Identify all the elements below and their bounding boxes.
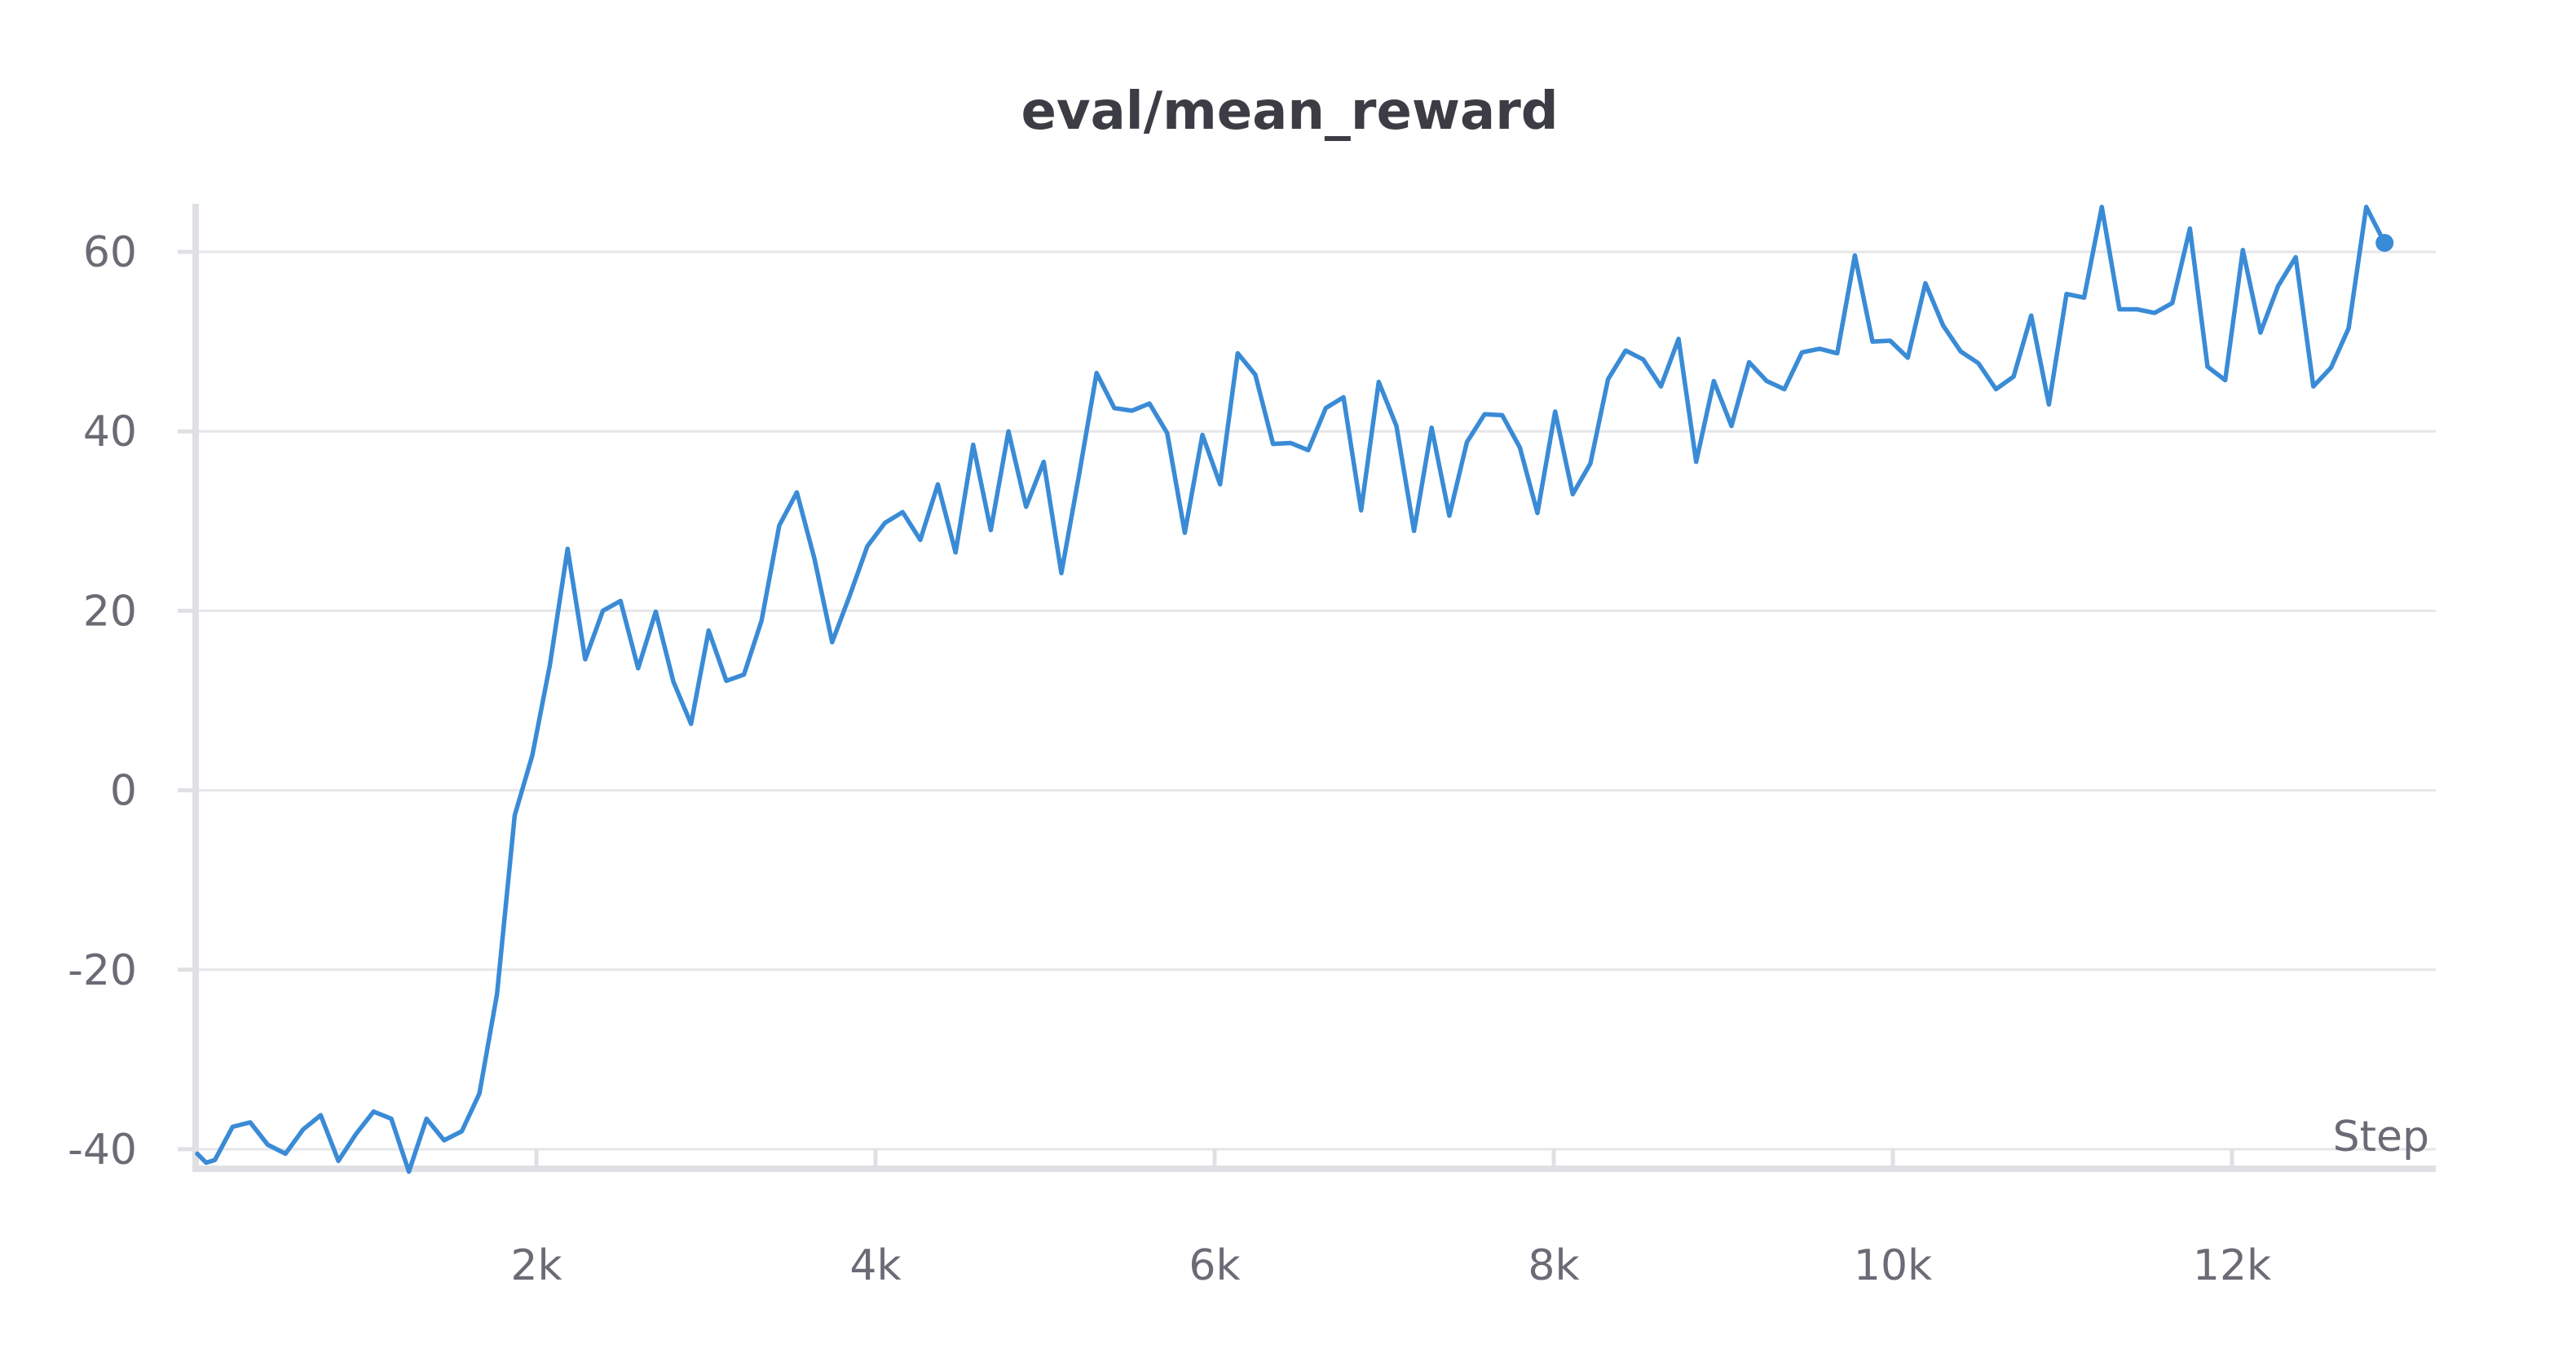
series-layer	[195, 205, 2394, 1175]
axes	[178, 204, 2436, 1172]
y-tick-label: -20	[68, 946, 137, 995]
y-tick-label: -40	[68, 1126, 137, 1175]
tick-labels: 60 40 20 0 -20 -40 2k 4k 6k 8k 10k 12k	[68, 228, 2271, 1290]
last-point-marker	[2375, 233, 2394, 252]
x-tick-label: 8k	[1528, 1241, 1579, 1290]
x-axis-title: Step	[2333, 1113, 2429, 1161]
series-line	[195, 205, 2387, 1175]
x-tick-label: 12k	[2193, 1241, 2271, 1290]
gridlines	[183, 250, 2436, 1151]
x-tick-label: 6k	[1189, 1241, 1240, 1290]
x-tick-label: 4k	[849, 1241, 901, 1290]
x-tick-label: 2k	[510, 1241, 562, 1290]
y-tick-label: 20	[83, 587, 137, 636]
y-tick-label: 40	[83, 408, 137, 456]
x-tick-label: 10k	[1854, 1241, 1932, 1290]
y-tick-label: 0	[110, 767, 137, 816]
chart-title: eval/mean_reward	[1021, 82, 1558, 142]
y-tick-label: 60	[83, 228, 137, 277]
